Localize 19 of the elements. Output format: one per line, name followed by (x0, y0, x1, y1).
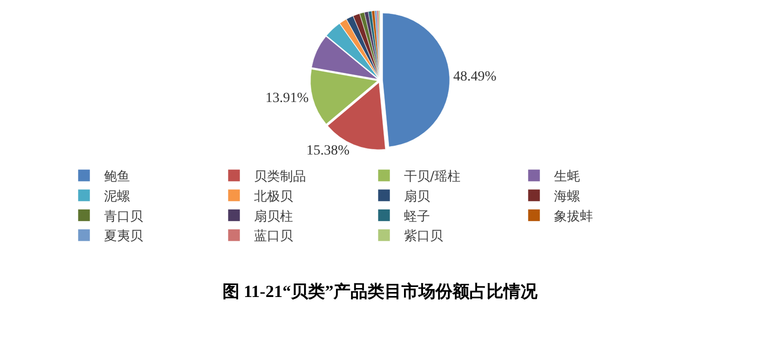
legend-label: 青口贝 (104, 209, 143, 224)
text: 图 11-21“贝类”产品类目市场份额占比情况 (222, 282, 538, 302)
legend-label: 夏夷贝 (104, 229, 143, 244)
legend-label: 贝类制品 (254, 170, 306, 185)
legend-label: 生蚝 (554, 170, 580, 185)
legend-label: 干贝/瑶柱 (404, 170, 460, 185)
data-label: 13.91% (266, 91, 310, 106)
data-label: 15.38% (306, 144, 350, 159)
legend-label: 蓝口贝 (254, 229, 293, 244)
legend-label: 北极贝 (254, 189, 293, 204)
legend-label: 象拔蚌 (554, 209, 593, 224)
legend-label: 紫口贝 (404, 229, 443, 244)
legend-label: 扇贝 (404, 188, 430, 204)
legend-label: 扇贝柱 (254, 208, 293, 224)
legend-label: 鲍鱼 (104, 170, 130, 185)
legend-label: 海螺 (554, 189, 580, 204)
data-label: 48.49% (453, 69, 497, 84)
legend-label: 蛏子 (404, 209, 430, 224)
legend-label: 泥螺 (104, 189, 130, 204)
